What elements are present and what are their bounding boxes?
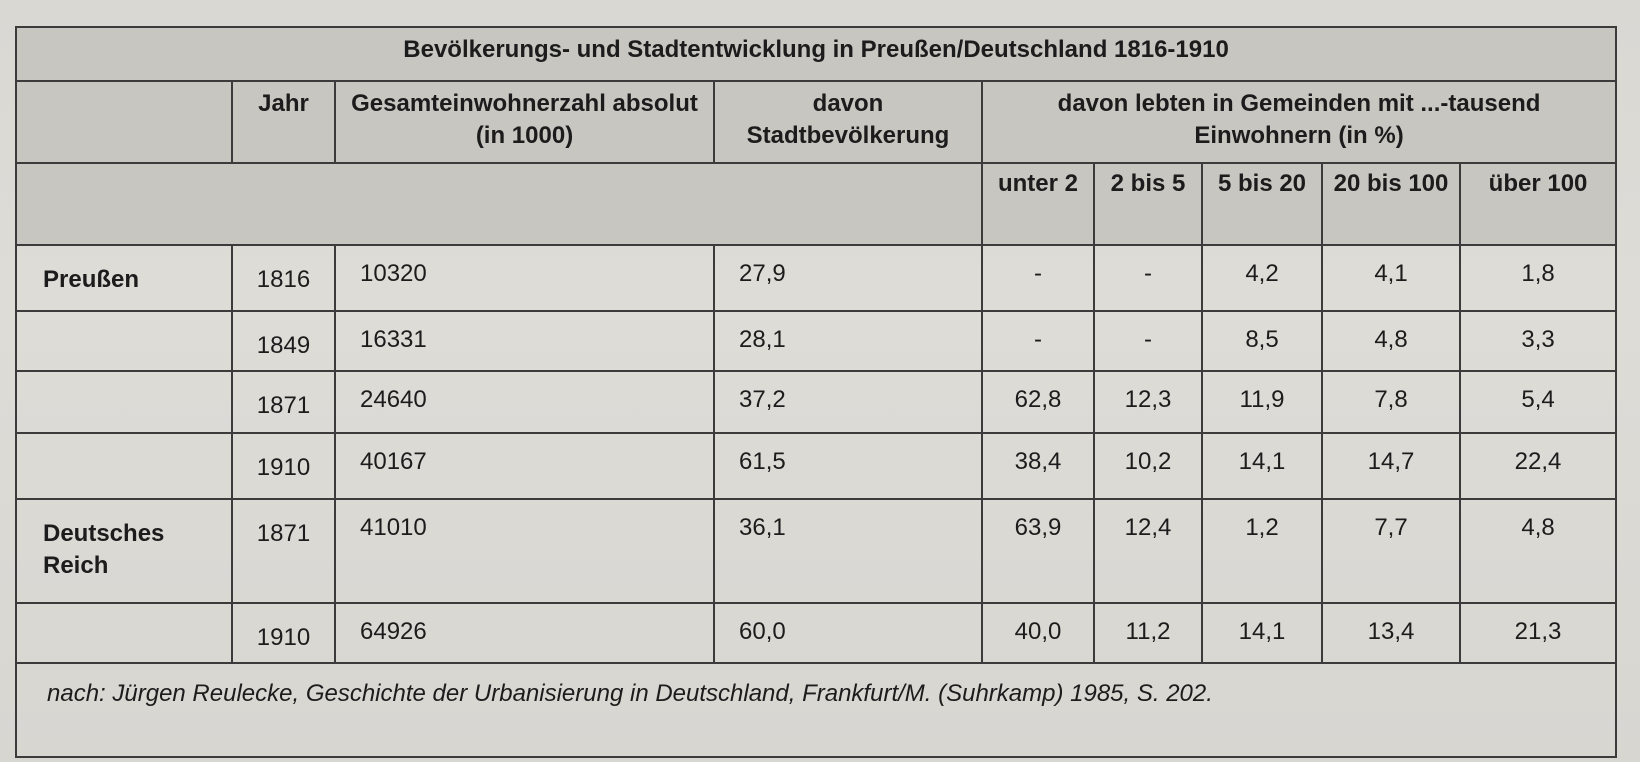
table-row: Preußen 1816 10320 27,9 - - 4,2 4,1 1,8	[15, 244, 1618, 312]
subheader-row: unter 2 2 bis 5 5 bis 20 20 bis 100 über…	[15, 162, 1618, 246]
cell-5-bis-20: 1,2	[1201, 498, 1323, 604]
region-empty	[15, 370, 233, 434]
cell-20-bis-100: 13,4	[1321, 602, 1461, 664]
region-label-reich: Deutsches Reich	[15, 498, 233, 604]
subheader-20-bis-100: 20 bis 100	[1321, 162, 1461, 246]
cell-gesamt: 24640	[334, 370, 715, 434]
cell-20-bis-100: 7,7	[1321, 498, 1461, 604]
cell-jahr: 1816	[231, 244, 336, 312]
cell-stadt: 60,0	[713, 602, 983, 664]
table-row: 1910 64926 60,0 40,0 11,2 14,1 13,4 21,3	[15, 602, 1618, 664]
region-empty	[15, 432, 233, 500]
population-table: Bevölkerungs- und Stadtentwicklung in Pr…	[14, 26, 1618, 758]
cell-5-bis-20: 14,1	[1201, 602, 1323, 664]
cell-5-bis-20: 4,2	[1201, 244, 1323, 312]
cell-20-bis-100: 4,1	[1321, 244, 1461, 312]
cell-jahr: 1910	[231, 432, 336, 500]
header-row: Jahr Gesamteinwohnerzahl absolut (in 100…	[15, 80, 1618, 164]
cell-2-bis-5: 12,4	[1093, 498, 1203, 604]
region-empty	[15, 310, 233, 372]
subheader-unter-2: unter 2	[981, 162, 1095, 246]
cell-20-bis-100: 4,8	[1321, 310, 1461, 372]
source-row: nach: Jürgen Reulecke, Geschichte der Ur…	[14, 662, 1618, 758]
subheader-2-bis-5: 2 bis 5	[1093, 162, 1203, 246]
cell-ueber-100: 1,8	[1458, 244, 1618, 312]
cell-5-bis-20: 14,1	[1201, 432, 1323, 500]
table-row: 1849 16331 28,1 - - 8,5 4,8 3,3	[15, 310, 1618, 372]
cell-20-bis-100: 7,8	[1321, 370, 1461, 434]
cell-ueber-100: 3,3	[1458, 310, 1618, 372]
cell-unter-2: 38,4	[981, 432, 1095, 500]
cell-jahr: 1849	[231, 310, 336, 372]
table-row: 1871 24640 37,2 62,8 12,3 11,9 7,8 5,4	[15, 370, 1618, 434]
cell-2-bis-5: -	[1093, 310, 1203, 372]
cell-unter-2: -	[981, 310, 1095, 372]
cell-stadt: 36,1	[713, 498, 983, 604]
cell-stadt: 37,2	[713, 370, 983, 434]
table-row: 1910 40167 61,5 38,4 10,2 14,1 14,7 22,4	[15, 432, 1618, 500]
region-label-preussen: Preußen	[15, 244, 233, 312]
cell-20-bis-100: 14,7	[1321, 432, 1461, 500]
cell-gesamt: 40167	[334, 432, 715, 500]
cell-2-bis-5: 11,2	[1093, 602, 1203, 664]
cell-5-bis-20: 8,5	[1201, 310, 1323, 372]
cell-stadt: 27,9	[713, 244, 983, 312]
cell-gesamt: 64926	[334, 602, 715, 664]
cell-jahr: 1871	[231, 498, 336, 604]
cell-2-bis-5: 12,3	[1093, 370, 1203, 434]
cell-ueber-100: 4,8	[1458, 498, 1618, 604]
source-citation: nach: Jürgen Reulecke, Geschichte der Ur…	[14, 662, 1618, 758]
header-gemeinden: davon lebten in Gemeinden mit ...-tausen…	[980, 80, 1618, 164]
cell-jahr: 1910	[231, 602, 336, 664]
cell-ueber-100: 5,4	[1458, 370, 1618, 434]
cell-unter-2: 63,9	[981, 498, 1095, 604]
region-empty	[15, 602, 233, 664]
cell-2-bis-5: -	[1093, 244, 1203, 312]
cell-gesamt: 41010	[334, 498, 715, 604]
cell-gesamt: 10320	[334, 244, 715, 312]
table-row: Deutsches Reich 1871 41010 36,1 63,9 12,…	[15, 498, 1618, 604]
header-stadt: davon Stadtbevölkerung	[713, 80, 983, 164]
title-row: Bevölkerungs- und Stadtentwicklung in Pr…	[14, 26, 1618, 82]
subheader-ueber-100: über 100	[1458, 162, 1618, 246]
subheader-5-bis-20: 5 bis 20	[1201, 162, 1323, 246]
cell-gesamt: 16331	[334, 310, 715, 372]
cell-ueber-100: 22,4	[1458, 432, 1618, 500]
cell-2-bis-5: 10,2	[1093, 432, 1203, 500]
cell-5-bis-20: 11,9	[1201, 370, 1323, 434]
cell-stadt: 61,5	[713, 432, 983, 500]
table-title: Bevölkerungs- und Stadtentwicklung in Pr…	[14, 26, 1618, 82]
cell-ueber-100: 21,3	[1458, 602, 1618, 664]
cell-unter-2: 40,0	[981, 602, 1095, 664]
subheader-blank	[15, 162, 983, 246]
cell-unter-2: 62,8	[981, 370, 1095, 434]
cell-unter-2: -	[981, 244, 1095, 312]
cell-stadt: 28,1	[713, 310, 983, 372]
header-gesamt: Gesamteinwohnerzahl absolut (in 1000)	[334, 80, 715, 164]
header-jahr: Jahr	[231, 80, 336, 164]
cell-jahr: 1871	[231, 370, 336, 434]
header-blank	[15, 80, 233, 164]
